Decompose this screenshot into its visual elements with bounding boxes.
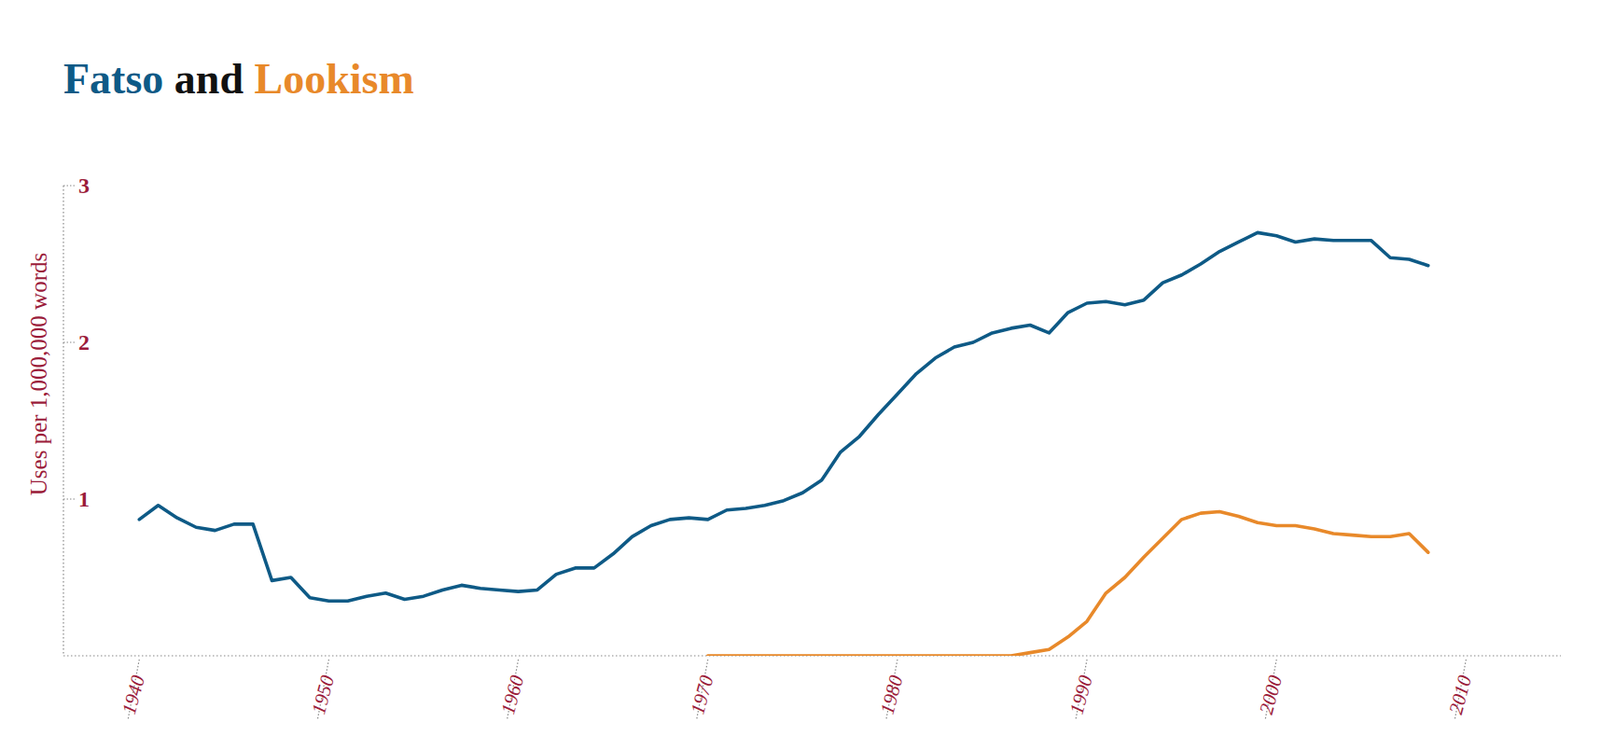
x-tick-label: 1960 bbox=[496, 672, 529, 717]
title-part: Fatso bbox=[63, 55, 164, 103]
series-line bbox=[139, 232, 1429, 601]
title: Fatso and Lookism bbox=[63, 55, 415, 103]
y-tick bbox=[63, 184, 75, 186]
x-tick-label: 1950 bbox=[306, 672, 339, 717]
plot-area bbox=[139, 232, 1429, 656]
y-tick-label: 2 bbox=[78, 330, 90, 355]
x-tick-label: 1980 bbox=[876, 672, 908, 717]
series-line bbox=[708, 511, 1429, 656]
y-axis bbox=[62, 185, 64, 656]
x-tick-label: 2010 bbox=[1444, 672, 1476, 717]
y-tick bbox=[63, 498, 75, 500]
chart: Fatso and Lookism 1 2 3 Uses per 1,000,000 w… bbox=[0, 0, 1600, 750]
x-tick-label: 1940 bbox=[117, 672, 150, 717]
y-tick bbox=[63, 341, 75, 343]
x-tick-label: 1970 bbox=[685, 672, 718, 717]
y-tick-label: 3 bbox=[78, 173, 90, 198]
x-tick-label: 1990 bbox=[1065, 672, 1098, 717]
y-axis-label: Uses per 1,000,000 words bbox=[26, 252, 52, 496]
x-tick-label: 2000 bbox=[1254, 672, 1287, 717]
y-tick-label: 1 bbox=[78, 486, 90, 512]
title-part: and bbox=[163, 55, 254, 103]
title-part: Lookism bbox=[254, 55, 415, 103]
